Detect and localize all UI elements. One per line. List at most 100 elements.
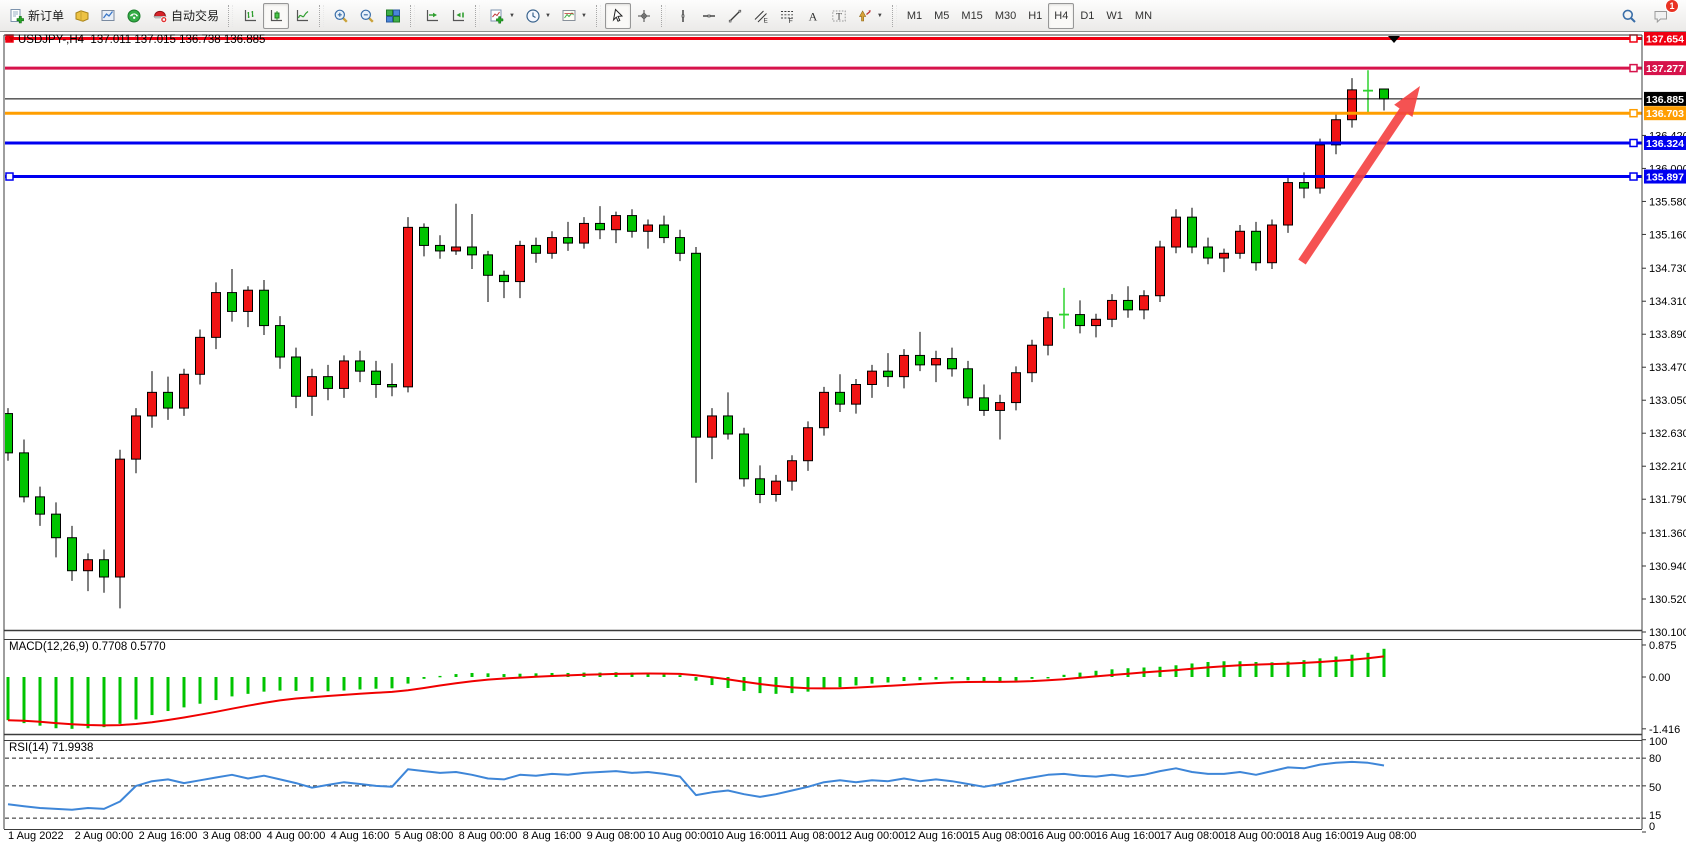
templates-button[interactable]: ▼ — [556, 3, 592, 29]
chevron-down-icon[interactable]: ▼ — [876, 12, 883, 19]
svg-text:A: A — [809, 9, 818, 23]
line-handle[interactable] — [1629, 63, 1638, 73]
timeframe-h4-button[interactable]: H4 — [1048, 2, 1075, 29]
chevron-down-icon[interactable]: ▼ — [544, 12, 551, 19]
cursor-button[interactable] — [604, 2, 631, 29]
line-handle[interactable] — [1629, 172, 1638, 181]
notification-badge[interactable]: 1 — [1665, 0, 1679, 13]
line-handle[interactable] — [5, 172, 14, 181]
periods-button[interactable]: ▼ — [520, 3, 556, 29]
line-chart-button[interactable] — [289, 3, 315, 29]
svg-text:130.100: 130.100 — [1649, 627, 1686, 639]
timeframe-d1-button-label: D1 — [1080, 9, 1095, 22]
equidistant-channel-button[interactable]: E — [748, 3, 774, 29]
zoom-out-icon — [359, 8, 375, 24]
line-handle[interactable] — [5, 34, 14, 43]
crosshair-icon — [636, 8, 652, 24]
arrows-button[interactable]: ▼ — [852, 3, 888, 29]
svg-text:8 Aug 00:00: 8 Aug 00:00 — [459, 830, 518, 842]
tile-windows-button[interactable] — [380, 3, 406, 29]
text-label-icon: T — [831, 8, 847, 24]
timeframe-w1-button[interactable]: W1 — [1100, 3, 1129, 29]
svg-text:4 Aug 16:00: 4 Aug 16:00 — [331, 830, 390, 842]
chat-icon — [1653, 8, 1669, 24]
signals-button[interactable] — [121, 3, 147, 29]
svg-text:12 Aug 16:00: 12 Aug 16:00 — [904, 830, 969, 842]
trend-arrow-annotation[interactable] — [1298, 86, 1420, 265]
crosshair-button[interactable] — [631, 3, 657, 29]
market-watch-button[interactable] — [95, 3, 121, 29]
horizontal-line-button[interactable] — [696, 3, 722, 29]
text-icon: A — [805, 8, 821, 24]
svg-text:19 Aug 08:00: 19 Aug 08:00 — [1352, 830, 1417, 842]
svg-text:131.790: 131.790 — [1649, 494, 1686, 506]
svg-text:E: E — [763, 17, 768, 24]
search-button[interactable] — [1616, 3, 1642, 29]
indicators-button[interactable]: ▼ — [484, 3, 520, 29]
svg-text:16 Aug 16:00: 16 Aug 16:00 — [1096, 830, 1161, 842]
scroll-marker-icon[interactable] — [1388, 36, 1400, 43]
macd-panel — [6, 648, 1386, 729]
svg-text:135.160: 135.160 — [1649, 229, 1686, 241]
autotrading-icon — [152, 8, 168, 24]
vertical-line-button[interactable] — [670, 3, 696, 29]
text-button[interactable]: A — [800, 3, 826, 29]
svg-text:135.580: 135.580 — [1649, 196, 1686, 208]
trendline-button[interactable] — [722, 3, 748, 29]
autotrading-button[interactable]: 自动交易 — [147, 3, 224, 29]
new-order-button[interactable]: 新订单 — [4, 3, 69, 29]
svg-text:134.730: 134.730 — [1649, 263, 1686, 275]
svg-text:137.277: 137.277 — [1646, 63, 1684, 75]
price-tag: 137.277 — [1644, 61, 1686, 76]
charts-profile-icon — [74, 8, 90, 24]
svg-text:134.310: 134.310 — [1649, 296, 1686, 308]
chevron-down-icon[interactable]: ▼ — [580, 12, 587, 19]
timeframe-m5-button[interactable]: M5 — [928, 3, 955, 29]
svg-text:133.050: 133.050 — [1649, 395, 1686, 407]
svg-text:2 Aug 16:00: 2 Aug 16:00 — [139, 830, 198, 842]
timeframe-m30-button[interactable]: M30 — [989, 3, 1022, 29]
zoom-in-button[interactable] — [328, 3, 354, 29]
chat-button[interactable] — [1648, 3, 1674, 29]
market-watch-icon — [100, 8, 116, 24]
chevron-down-icon[interactable]: ▼ — [509, 12, 515, 19]
svg-text:18 Aug 16:00: 18 Aug 16:00 — [1288, 830, 1353, 842]
line-handle[interactable] — [1629, 138, 1638, 148]
svg-text:135.897: 135.897 — [1646, 172, 1684, 184]
svg-text:132.630: 132.630 — [1649, 428, 1686, 440]
timeframe-m15-button[interactable]: M15 — [955, 3, 988, 29]
timeframe-h1-button[interactable]: H1 — [1022, 3, 1048, 29]
line-handle[interactable] — [1629, 34, 1638, 43]
candlestick-chart-button[interactable] — [263, 2, 290, 29]
toolbar-separator — [228, 4, 234, 27]
chart-shift-button[interactable] — [445, 3, 471, 29]
fibonacci-button[interactable]: F — [774, 3, 800, 29]
price-tag: 136.885 — [1644, 91, 1686, 106]
periods-icon — [525, 8, 541, 24]
charts-profile-button[interactable] — [69, 3, 95, 29]
timeframe-h1-button-label: H1 — [1028, 9, 1043, 22]
timeframe-m1-button[interactable]: M1 — [901, 3, 928, 29]
svg-text:0.875: 0.875 — [1649, 640, 1677, 652]
svg-text:3 Aug 08:00: 3 Aug 08:00 — [203, 830, 262, 842]
svg-text:9 Aug 08:00: 9 Aug 08:00 — [587, 830, 646, 842]
timeframe-d1-button[interactable]: D1 — [1074, 3, 1100, 29]
zoom-out-button[interactable] — [354, 3, 380, 29]
channel-icon: E — [753, 8, 769, 24]
svg-text:10 Aug 00:00: 10 Aug 00:00 — [648, 830, 713, 842]
auto-scroll-button[interactable] — [419, 3, 445, 29]
bar-chart-icon — [242, 8, 258, 24]
timeframe-mn-button[interactable]: MN — [1129, 3, 1158, 29]
svg-text:50: 50 — [1649, 782, 1661, 794]
bar-chart-button[interactable] — [237, 3, 263, 29]
toolbar-separator — [891, 4, 897, 27]
svg-text:137.654: 137.654 — [1646, 33, 1684, 45]
toolbar-separator — [410, 4, 416, 27]
svg-text:0: 0 — [1649, 821, 1655, 833]
svg-text:136.324: 136.324 — [1646, 138, 1684, 150]
svg-text:131.360: 131.360 — [1649, 528, 1686, 540]
line-handle[interactable] — [1629, 108, 1638, 118]
trendline-icon — [727, 8, 743, 24]
text-label-button[interactable]: T — [826, 3, 852, 29]
